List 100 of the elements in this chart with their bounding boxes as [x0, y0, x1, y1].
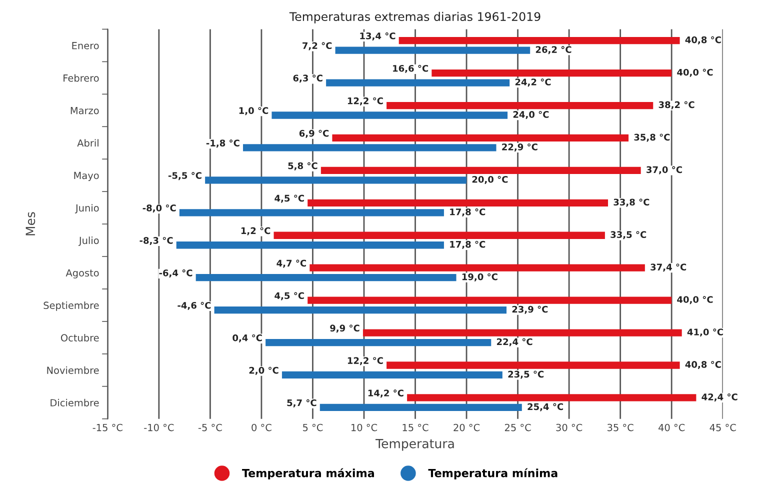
bar [398, 37, 680, 44]
x-tick-label: 15 °C [402, 424, 428, 432]
x-tick-label: 5 °C [303, 424, 323, 432]
bar [196, 274, 456, 282]
annotation: -8,3 °C [140, 236, 173, 245]
annotation: 4,7 °C [276, 260, 306, 268]
x-tick-label: -5 °C [198, 424, 222, 432]
y-tick-label: Agosto [66, 269, 99, 278]
annotation: 6,3 °C [293, 74, 322, 83]
y-tick-label: Octubre [60, 334, 99, 342]
bar [332, 134, 629, 142]
data-label: 40,8 °C [685, 36, 721, 44]
x-tick-label: 30 °C [556, 424, 582, 432]
bar [386, 362, 680, 369]
bar [214, 306, 507, 314]
bar [326, 79, 510, 86]
chart-title: Temperaturas extremas diarias 1961-2019 [289, 12, 540, 24]
annotation: 4,5 °C [274, 194, 304, 203]
bar [407, 394, 696, 402]
y-tick-label: Julio [78, 236, 99, 246]
x-tick-label: 45 °C [710, 424, 736, 432]
data-label: 24,0 °C [513, 110, 549, 120]
annotation: 13,4 °C [360, 32, 396, 40]
data-label: 17,8 °C [450, 208, 486, 216]
bar [266, 338, 492, 346]
annotation: 4,5 °C [274, 292, 304, 300]
data-label: 40,0 °C [677, 68, 713, 77]
x-tick-label: 35 °C [608, 424, 634, 432]
x-tick-label: 0 °C [252, 424, 272, 432]
x-tick-label: 20 °C [454, 424, 480, 432]
data-label: 17,8 °C [450, 240, 486, 249]
data-label: 22,9 °C [502, 143, 538, 152]
annotation: -1,8 °C [206, 140, 240, 148]
data-label: 37,4 °C [650, 264, 686, 272]
y-tick-label: Febrero [64, 74, 99, 82]
data-label: 40,0 °C [677, 296, 713, 304]
data-label: 25,4 °C [528, 403, 563, 412]
bar [335, 46, 530, 54]
annotation: 12,2 °C [348, 357, 383, 366]
bar [179, 209, 444, 216]
bar [243, 144, 496, 152]
x-tick-label: 25 °C [504, 424, 531, 432]
data-label: 35,8 °C [634, 134, 670, 142]
x-tick-label: 10 °C [352, 424, 378, 432]
y-axis-title: Mes [26, 212, 36, 236]
annotation: 5,7 °C [287, 399, 316, 408]
data-label: 42,4 °C [702, 393, 738, 402]
annotation: -5,5 °C [168, 172, 202, 180]
data-label: 33,5 °C [610, 231, 646, 240]
bar [308, 199, 608, 206]
data-label: 33,8 °C [614, 198, 650, 207]
annotation: 1,2 °C [241, 227, 270, 236]
y-tick-label: Mayo [74, 172, 99, 182]
bar [176, 242, 444, 249]
bar [386, 102, 654, 110]
annotation: 0,4 °C [232, 334, 262, 342]
data-label: 37,0 °C [646, 166, 682, 174]
annotation: -6,4 °C [159, 269, 192, 278]
y-tick-label: Diciembre [50, 398, 99, 406]
bar [272, 112, 508, 119]
data-label: 26,2 °C [536, 46, 572, 54]
annotation: 2,0 °C [249, 366, 278, 375]
bar [310, 264, 645, 272]
y-tick-label: Enero [72, 42, 99, 50]
data-label: 23,5 °C [508, 370, 544, 379]
x-tick-label: 40 °C [658, 424, 685, 432]
data-label: 23,9 °C [512, 306, 548, 314]
annotation: -8,0 °C [142, 204, 176, 213]
annotation: 16,6 °C [393, 64, 428, 73]
data-label: 40,8 °C [685, 360, 721, 370]
bar [362, 329, 682, 336]
bar [308, 296, 672, 304]
bar [205, 176, 467, 184]
annotation: 7,2 °C [302, 42, 332, 50]
legend-label: Temperatura máxima [242, 468, 374, 480]
y-tick-label: Septiembre [44, 301, 99, 311]
bar [282, 371, 502, 379]
annotation: 14,2 °C [368, 390, 404, 398]
annotation: -4,6 °C [178, 302, 211, 310]
y-tick-label: Junio [74, 204, 99, 214]
legend-label: Temperatura mínima [428, 468, 558, 480]
data-label: 24,2 °C [515, 78, 551, 87]
annotation: 5,8 °C [288, 162, 318, 170]
data-label: 22,4 °C [496, 338, 532, 346]
data-label: 41,0 °C [687, 328, 723, 337]
y-tick-label: Noviembre [47, 366, 99, 374]
data-label: 38,2 °C [658, 101, 694, 110]
bar [320, 404, 522, 412]
x-tick-label: -10 °C [144, 424, 174, 432]
y-tick-label: Abril [77, 139, 98, 147]
data-label: 20,0 °C [472, 176, 508, 184]
bar [432, 69, 672, 77]
data-label: 19,0 °C [462, 273, 498, 282]
bar [274, 232, 605, 239]
annotation: 12,2 °C [348, 97, 383, 106]
annotation: 6,9 °C [299, 130, 329, 138]
x-tick-label: -15 °C [92, 424, 122, 432]
bar [320, 166, 641, 174]
y-tick-label: Marzo [70, 106, 99, 114]
annotation: 1,0 °C [239, 107, 268, 116]
